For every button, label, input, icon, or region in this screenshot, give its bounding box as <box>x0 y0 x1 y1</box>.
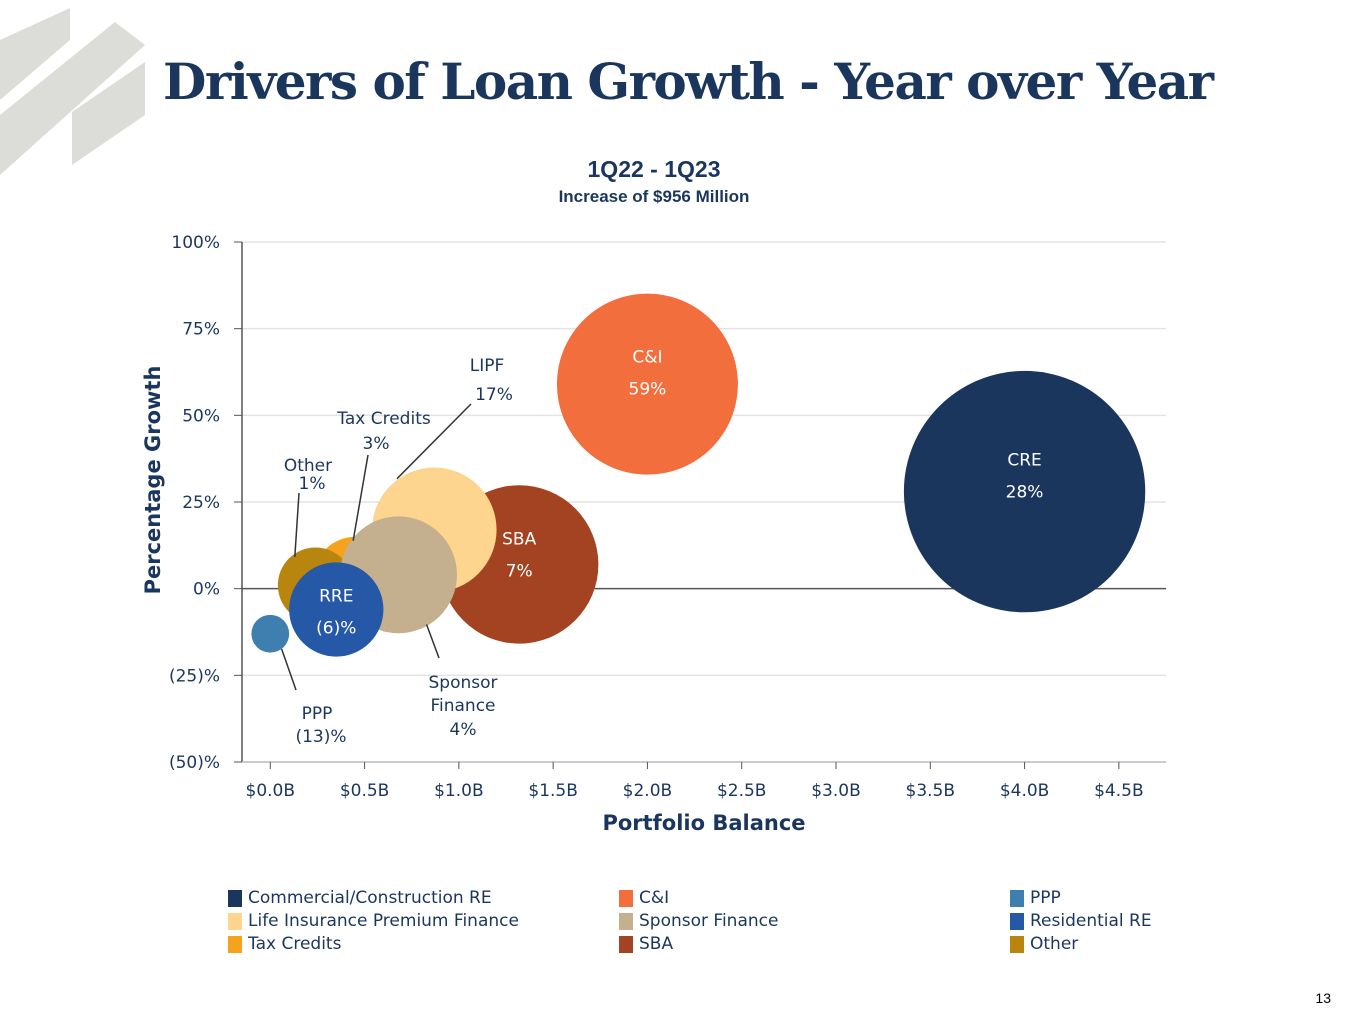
y-tick-label: (25)% <box>169 666 220 686</box>
bubble-label-cre: CRE <box>1007 450 1041 470</box>
y-tick-label: 75% <box>182 320 220 340</box>
legend-label: SBA <box>639 934 674 954</box>
legend-item-lipf: Life Insurance Premium Finance <box>228 911 519 931</box>
bubble-chart: CRE 28% C&I 59% SBA 7% RRE (6)% LIPF 17% Tax Credi… <box>141 233 1166 835</box>
legend-item-sba: SBA <box>619 934 673 954</box>
x-tick-label: $1.0B <box>434 781 484 801</box>
callout-label-ppp: PPP <box>302 704 333 724</box>
y-axis-title: Percentage Growth <box>141 366 165 595</box>
legend-label: Other <box>1030 934 1079 954</box>
legend-item-tax-credits: Tax Credits <box>228 934 341 954</box>
leader-line-tax <box>352 454 369 541</box>
callout-label-sponsor: Sponsor <box>428 673 497 693</box>
legend-swatch <box>619 935 633 953</box>
page-number: 13 <box>1315 990 1331 1006</box>
bubble-ci <box>556 293 738 475</box>
chart-subtitle: Increase of $956 Million <box>558 187 750 206</box>
x-tick-label: $0.5B <box>340 781 390 801</box>
y-tick-label: (50)% <box>169 753 220 773</box>
bubble-rre <box>289 562 384 657</box>
legend-swatch <box>1010 935 1024 953</box>
legend-swatch <box>619 889 633 907</box>
callout-label-sponsor: Finance <box>430 696 495 716</box>
legend-label: Commercial/Construction RE <box>248 888 492 908</box>
callout-value-ppp: (13)% <box>295 727 346 747</box>
legend-item-other: Other <box>1010 934 1078 954</box>
legend-label: Tax Credits <box>248 934 342 954</box>
leader-line-sponsor <box>425 624 440 659</box>
x-tick-label: $3.0B <box>811 781 861 801</box>
leader-line-other <box>294 492 300 557</box>
chart-title: 1Q22 - 1Q23 <box>587 156 721 182</box>
bubble-layer <box>251 293 1146 657</box>
bubble-label-ci: C&I <box>632 348 662 368</box>
callout-value-tax: 3% <box>363 434 390 454</box>
legend-swatch <box>1010 889 1024 907</box>
legend-label: Life Insurance Premium Finance <box>248 911 519 931</box>
x-tick-label: $4.5B <box>1094 781 1144 801</box>
legend-swatch <box>228 935 242 953</box>
bubble-value-sba: 7% <box>506 562 533 582</box>
x-tick-label: $4.0B <box>1000 781 1050 801</box>
callout-label-lipf: LIPF <box>470 356 505 376</box>
bubble-label-sba: SBA <box>502 530 536 550</box>
bubble-cre <box>903 370 1146 613</box>
x-axis-title: Portfolio Balance <box>602 811 805 835</box>
leader-line-lipf <box>396 403 472 480</box>
y-tick-label: 0% <box>193 580 220 600</box>
x-tick-label: $3.5B <box>906 781 956 801</box>
legend-swatch <box>1010 912 1024 930</box>
y-tick-label: 100% <box>171 233 220 253</box>
legend-item-cre: Commercial/Construction RE <box>228 888 492 908</box>
legend-swatch <box>228 889 242 907</box>
callout-value-other: 1% <box>299 474 326 494</box>
legend-swatch <box>228 912 242 930</box>
y-tick-label: 25% <box>182 493 220 513</box>
axis-layer: (50)% (25)% 0% 25% 50% 75% 100% $0.0B $0.5B $1.0B… <box>141 233 1166 835</box>
legend-item-residential-re: Residential RE <box>1010 911 1152 931</box>
callout-value-sponsor: 4% <box>450 720 477 740</box>
leader-line-ppp <box>280 648 297 691</box>
x-tick-label: $0.0B <box>246 781 296 801</box>
legend-label: Residential RE <box>1030 911 1152 931</box>
legend-label: C&I <box>639 888 670 908</box>
callout-label-tax: Tax Credits <box>336 409 431 429</box>
callout-label-other: Other <box>284 456 332 476</box>
annotation-layer: CRE 28% C&I 59% SBA 7% RRE (6)% LIPF 17% Tax Credi… <box>280 348 1044 747</box>
legend-label: PPP <box>1030 888 1061 908</box>
legend-item-ci: C&I <box>619 888 669 908</box>
company-logo-icon <box>0 8 145 175</box>
bubble-ppp <box>251 614 290 653</box>
x-tick-label: $2.0B <box>623 781 673 801</box>
x-tick-label: $1.5B <box>528 781 578 801</box>
y-tick-label: 50% <box>182 406 220 426</box>
bubble-value-cre: 28% <box>1006 482 1044 502</box>
callout-value-lipf: 17% <box>475 385 513 405</box>
bubble-label-rre: RRE <box>319 586 353 606</box>
legend-item-ppp: PPP <box>1010 888 1061 908</box>
legend-item-sponsor-finance: Sponsor Finance <box>619 911 778 931</box>
legend-swatch <box>619 912 633 930</box>
x-tick-label: $2.5B <box>717 781 767 801</box>
legend-label: Sponsor Finance <box>639 911 779 931</box>
bubble-value-rre: (6)% <box>316 618 356 638</box>
page-title: Drivers of Loan Growth - Year over Year <box>163 52 1214 111</box>
bubble-value-ci: 59% <box>629 380 667 400</box>
